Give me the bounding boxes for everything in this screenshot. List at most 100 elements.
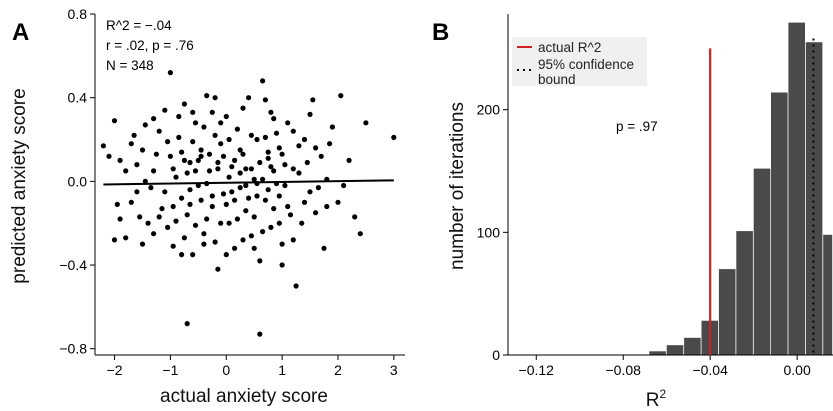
data-point (179, 252, 185, 258)
data-point (201, 124, 207, 130)
p-value-text: p = .97 (616, 119, 658, 134)
data-point (204, 93, 210, 99)
data-point (304, 159, 310, 166)
data-point (156, 214, 162, 220)
data-point (279, 262, 285, 268)
data-point (181, 101, 187, 107)
panel-a: A −2 −1 0 1 2 3 −0.8−0.40.00.40.8 R^2 = −.04 … (9, 6, 405, 407)
data-point (215, 166, 221, 172)
data-point (218, 141, 224, 147)
data-point (137, 214, 143, 220)
data-point (237, 170, 243, 176)
data-point (246, 195, 252, 201)
data-point (226, 220, 232, 226)
data-point (299, 220, 305, 226)
data-point (257, 159, 263, 166)
data-point (248, 166, 254, 172)
legend-background (512, 37, 647, 86)
data-point (293, 283, 299, 289)
y-tick-label: −0.4 (59, 257, 87, 273)
x-tick-label: 2 (334, 362, 342, 378)
data-point (111, 237, 118, 243)
data-point (232, 245, 238, 251)
data-point (290, 237, 296, 243)
histogram-bar (805, 42, 823, 355)
data-point (260, 176, 266, 182)
data-point (240, 105, 246, 111)
data-point (237, 185, 243, 191)
data-point (248, 233, 254, 239)
x-tick-label: −0.04 (692, 362, 728, 378)
x-tick-label: 1 (278, 362, 286, 378)
data-point (232, 157, 238, 163)
data-point (209, 193, 215, 199)
data-point (181, 235, 187, 241)
data-point (159, 206, 165, 212)
x-ticks: −0.12 −0.08 −0.04 0.00 (519, 355, 811, 378)
regression-line (103, 179, 394, 186)
data-point (165, 224, 171, 230)
data-point (232, 197, 238, 203)
data-point (391, 134, 397, 140)
x-axis-title-superscript: 2 (660, 387, 667, 401)
panel-b: B −0.12 −0.08 −0.04 0.00 0 100 200 actual R^2… (432, 14, 833, 411)
data-point (265, 187, 271, 193)
data-point (276, 193, 282, 199)
data-point (234, 216, 240, 222)
data-point (240, 237, 246, 243)
data-point (287, 212, 294, 218)
data-point (184, 212, 190, 218)
data-point (128, 141, 134, 147)
data-point (176, 134, 182, 140)
data-point (329, 124, 335, 130)
legend-ci-label-line1: 95% confidence (538, 57, 634, 72)
data-point (248, 132, 254, 138)
data-point (223, 252, 229, 258)
x-axis-title-base: R (646, 390, 660, 411)
data-point (229, 189, 235, 195)
histogram-bar (736, 231, 753, 355)
data-point (100, 143, 106, 149)
histogram-bar (823, 234, 833, 355)
legend-actual-label: actual R^2 (538, 40, 601, 55)
x-tick-label: 3 (390, 362, 398, 378)
data-point (257, 258, 263, 264)
data-point (357, 231, 363, 237)
data-point (215, 159, 221, 166)
x-axis-title: R2 (646, 387, 667, 411)
data-point (254, 193, 260, 199)
data-point (170, 243, 176, 249)
data-point (271, 206, 277, 212)
data-point (167, 70, 173, 76)
data-point (290, 128, 296, 134)
data-point (176, 113, 182, 120)
data-point (192, 120, 199, 126)
data-point (212, 132, 218, 138)
data-point (201, 231, 207, 237)
data-point (268, 224, 274, 230)
data-point (279, 151, 285, 157)
data-point (251, 176, 257, 182)
data-point (151, 231, 157, 237)
data-point (327, 141, 333, 147)
data-point (187, 201, 193, 207)
data-point (268, 164, 274, 170)
histogram-bar (753, 168, 771, 355)
data-point (321, 245, 327, 251)
data-point (324, 203, 330, 210)
data-point (226, 136, 232, 143)
data-point (123, 235, 129, 241)
data-point (173, 174, 179, 180)
data-point (131, 132, 137, 138)
data-point (273, 130, 280, 136)
legend: actual R^2 95% confidence bound (512, 37, 647, 87)
data-point (139, 147, 146, 153)
data-point (318, 153, 324, 159)
data-point (271, 116, 277, 122)
data-point (215, 266, 221, 272)
data-point (187, 187, 193, 193)
legend-ci-label-line2: bound (538, 72, 576, 87)
data-point (206, 168, 213, 174)
x-tick-label: −1 (162, 362, 178, 378)
data-point (279, 241, 285, 247)
